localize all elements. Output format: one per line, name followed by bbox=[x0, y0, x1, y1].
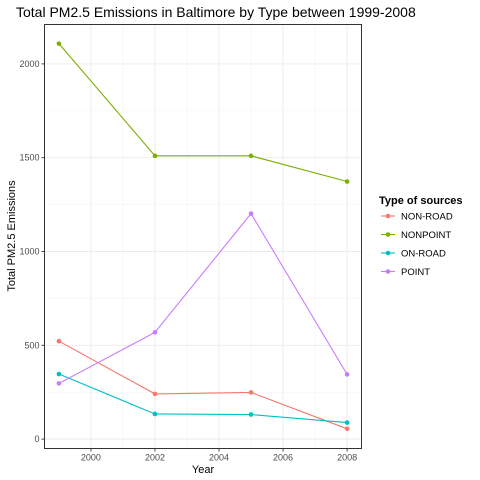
series-line-on-road bbox=[58, 373, 348, 424]
data-point-nonpoint bbox=[152, 153, 158, 159]
data-point-point bbox=[56, 381, 62, 386]
legend-items: NON-ROAD NONPOINT ON-ROAD POINT bbox=[381, 212, 453, 278]
legend-key-point-point bbox=[385, 269, 391, 274]
x-tick-label: 2006 bbox=[273, 453, 293, 463]
data-point-on-road bbox=[344, 420, 350, 425]
x-tick-label: 2008 bbox=[337, 453, 357, 463]
grid bbox=[44, 24, 362, 449]
y-axis-title: Total PM2.5 Emissions bbox=[6, 180, 18, 292]
x-tick-label: 2000 bbox=[81, 453, 101, 463]
y-tick-label: 500 bbox=[24, 340, 39, 350]
legend-label-on-road: ON-ROAD bbox=[401, 249, 446, 260]
data-point-non-road bbox=[344, 426, 350, 432]
series-line-non-road bbox=[58, 340, 348, 430]
y-tick-label: 1000 bbox=[19, 247, 39, 257]
data-point-nonpoint bbox=[248, 153, 254, 159]
series-lines bbox=[58, 43, 348, 430]
data-point-non-road bbox=[248, 390, 254, 395]
chart-title: Total PM2.5 Emissions in Baltimore by Ty… bbox=[16, 4, 416, 20]
series-points bbox=[56, 41, 350, 432]
legend: Type of sources NON-ROAD NONPOINT ON-ROAD P… bbox=[379, 195, 463, 278]
series-line-nonpoint bbox=[58, 43, 348, 183]
data-point-on-road bbox=[248, 412, 254, 417]
data-point-point bbox=[248, 211, 254, 216]
legend-key-point-non-road bbox=[385, 213, 391, 219]
data-point-non-road bbox=[56, 338, 62, 344]
legend-title: Type of sources bbox=[379, 195, 463, 207]
legend-label-point: POINT bbox=[401, 267, 430, 278]
x-tick-label: 2002 bbox=[145, 453, 165, 463]
y-tick-label: 1500 bbox=[19, 153, 39, 163]
y-tick-label: 0 bbox=[34, 434, 39, 444]
x-axis-title: Year bbox=[192, 464, 215, 476]
y-axis: 0 500 1000 1500 2000 bbox=[19, 59, 45, 444]
legend-key-point-on-road bbox=[385, 250, 391, 256]
legend-label-non-road: NON-ROAD bbox=[401, 212, 453, 223]
data-point-on-road bbox=[152, 411, 158, 417]
x-axis: 2000 2002 2004 2006 2008 bbox=[81, 448, 357, 463]
data-point-nonpoint bbox=[56, 41, 62, 46]
data-point-nonpoint bbox=[344, 179, 350, 184]
legend-label-nonpoint: NONPOINT bbox=[401, 230, 451, 241]
data-point-non-road bbox=[152, 391, 158, 397]
legend-key-point-nonpoint bbox=[385, 232, 391, 237]
data-point-point bbox=[152, 330, 158, 335]
x-tick-label: 2004 bbox=[209, 453, 229, 463]
y-tick-label: 2000 bbox=[19, 59, 39, 69]
data-point-point bbox=[344, 372, 350, 377]
series-line-point bbox=[58, 212, 348, 384]
data-point-on-road bbox=[56, 371, 62, 377]
plot-panel-border bbox=[44, 24, 362, 449]
